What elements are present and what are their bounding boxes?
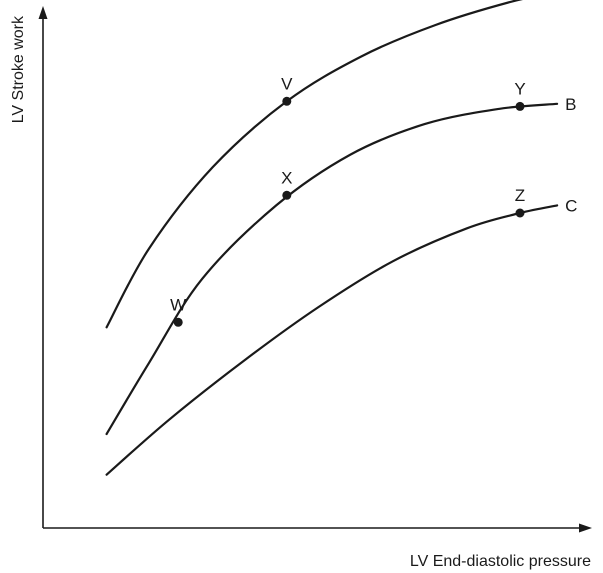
point-z [515, 208, 525, 218]
series-label-a: A [565, 0, 577, 2]
series-label-b: B [565, 95, 576, 114]
point-label-z: Z [515, 186, 525, 205]
y-axis-arrow-icon [38, 6, 48, 19]
point-label-w: W [170, 295, 186, 314]
series-label-c: C [565, 196, 577, 215]
series-line-a [105, 0, 523, 329]
point-y [515, 101, 525, 111]
series-line-c [105, 204, 559, 476]
axes [38, 6, 592, 533]
y-axis-label: LV Stroke work [10, 15, 27, 123]
series-line-b [105, 102, 559, 436]
point-label-v: V [281, 74, 293, 93]
point-v [282, 96, 292, 106]
point-label-y: Y [514, 79, 525, 98]
points-layer: V W X Y Z [170, 74, 526, 327]
point-x [282, 190, 292, 200]
series-layer: A B C [105, 0, 577, 476]
x-axis-label: LV End-diastolic pressure [410, 553, 591, 570]
point-w [173, 317, 183, 327]
x-axis-arrow-icon [579, 523, 592, 533]
point-label-x: X [281, 168, 292, 187]
